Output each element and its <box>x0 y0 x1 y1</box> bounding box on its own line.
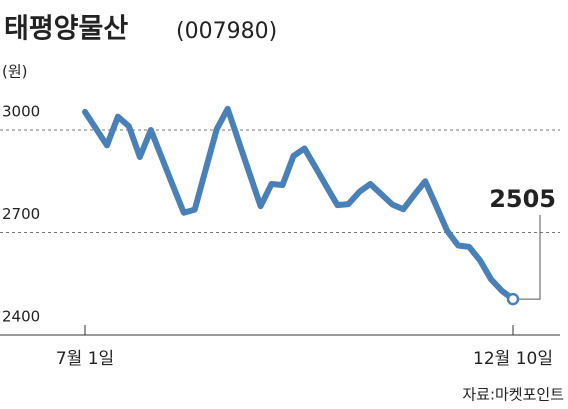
chart-title: 태평양물산 <box>4 14 128 45</box>
price-line <box>82 105 516 303</box>
y-tick-label: 3000 <box>2 103 40 121</box>
annotation: 2505 <box>489 185 556 213</box>
x-tick-label: 12월 10일 <box>473 349 553 369</box>
y-axis-label: (원) <box>2 63 28 81</box>
y-tick-label: 2400 <box>2 308 40 326</box>
chart-subtitle: (007980) <box>176 19 277 44</box>
y-tick-label: 2700 <box>2 205 40 223</box>
x-tick-label: 7월 1일 <box>56 349 114 369</box>
last-point <box>506 292 520 306</box>
source: 자료:마켓포인트 <box>462 386 564 404</box>
annotation-leader <box>518 215 541 300</box>
